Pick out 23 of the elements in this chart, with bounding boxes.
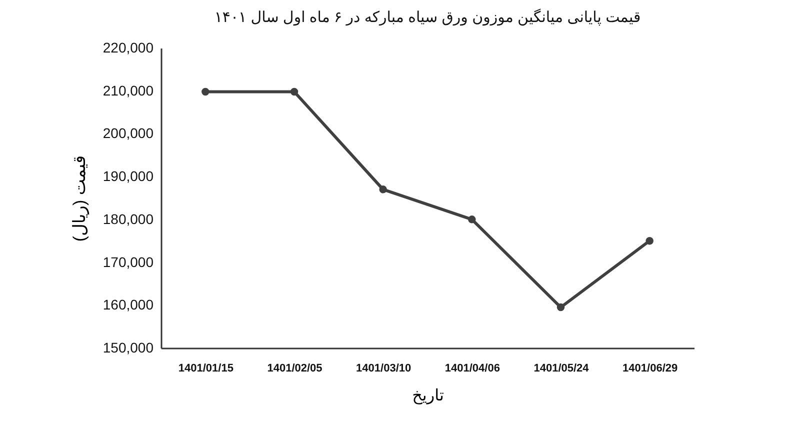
- y-axis-title: قیمت (ریال): [70, 155, 90, 242]
- y-tick-label: 160,000: [102, 296, 154, 313]
- y-tick-label: 210,000: [102, 82, 154, 98]
- x-tick-label: 1401/02/05: [267, 362, 322, 374]
- x-tick-label: 1401/01/15: [178, 362, 234, 374]
- y-tick-label: 200,000: [102, 125, 154, 142]
- y-tick-label: 190,000: [102, 168, 154, 184]
- x-tick-label: 1401/04/06: [444, 362, 500, 374]
- y-tick-label: 150,000: [102, 340, 154, 356]
- x-tick-label: 1401/06/29: [622, 362, 678, 374]
- y-tick-label: 180,000: [102, 210, 154, 227]
- x-tick-label: 1401/03/10: [356, 362, 412, 374]
- y-tick-label: 170,000: [102, 254, 154, 270]
- x-axis-title: تاریخ: [412, 388, 444, 404]
- point: [468, 216, 476, 224]
- point: [202, 88, 210, 96]
- point: [556, 303, 565, 312]
- x-tick-label: 1401/05/24: [534, 362, 590, 374]
- point: [379, 186, 387, 194]
- point: [290, 88, 298, 96]
- y-tick-label: 220,000: [102, 40, 154, 56]
- point: [646, 236, 654, 245]
- chart-title: قیمت پایانی میانگین موزون ورق سیاه مبارکه در ۶ ماه اول سال ۱۴۰۱: [214, 8, 641, 26]
